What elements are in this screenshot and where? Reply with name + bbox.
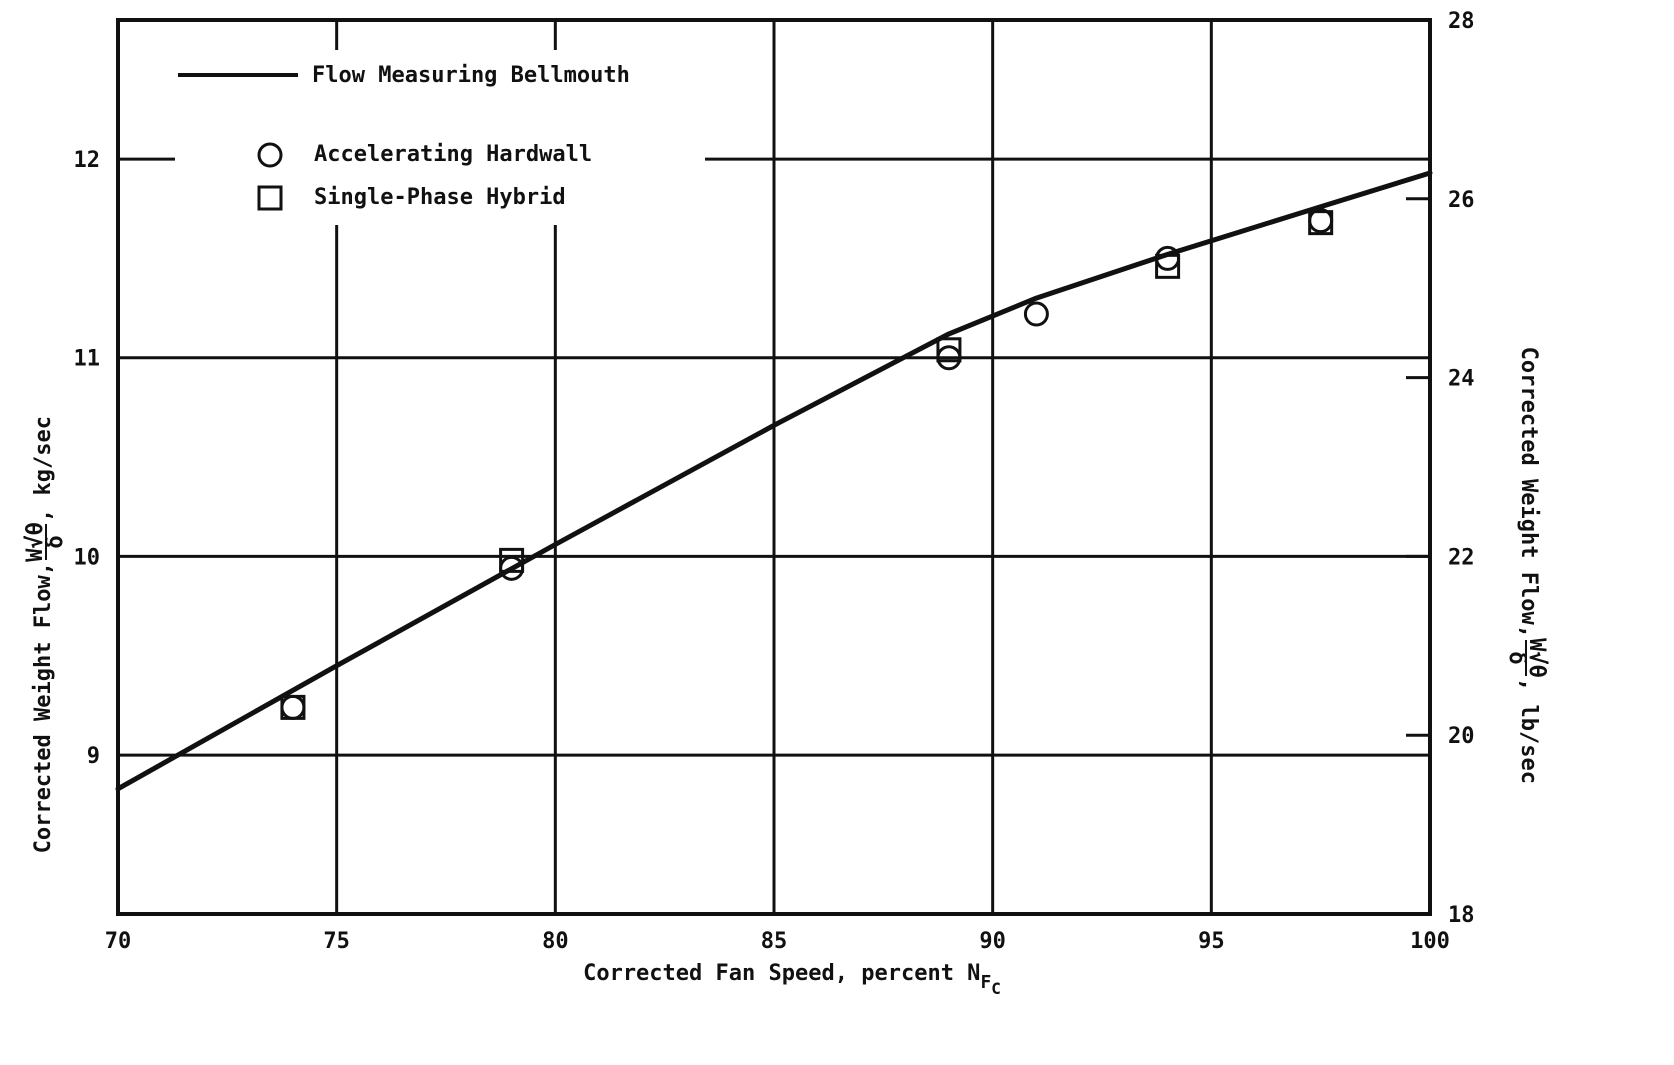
y-right-tick-label: 26 xyxy=(1448,188,1475,213)
hybrid-point xyxy=(936,337,962,363)
legend: Flow Measuring Bellmouth Accelerating Ha… xyxy=(175,50,705,225)
right-y-axis-fraction-num: W√θ xyxy=(1524,638,1549,678)
left-y-axis-fraction-num: W√θ xyxy=(23,522,48,562)
hybrid-point xyxy=(499,547,525,573)
right-y-axis-title-suffix: , lb/sec xyxy=(1516,678,1541,784)
legend-label-hardwall: Accelerating Hardwall xyxy=(314,142,592,167)
x-tick-label: 90 xyxy=(979,929,1006,954)
x-axis-title-main: Corrected Fan Speed, percent N xyxy=(583,961,980,986)
hardwall-point xyxy=(1023,301,1049,327)
left-y-axis-fraction-den: δ xyxy=(43,535,68,548)
x-tick-label: 80 xyxy=(542,929,569,954)
left-y-axis-title-prefix: Corrected Weight Flow, xyxy=(31,562,56,853)
x-tick-label: 70 xyxy=(105,929,132,954)
series-layer xyxy=(115,170,1433,792)
bellmouth-line xyxy=(115,170,1433,792)
right-y-axis-title-prefix: Corrected Weight Flow, xyxy=(1516,347,1541,638)
y-left-tick-label: 9 xyxy=(87,744,100,769)
x-tick-label: 75 xyxy=(323,929,350,954)
series-1 xyxy=(280,208,1334,720)
y-right-tick-label: 20 xyxy=(1448,724,1475,749)
hybrid-point xyxy=(1155,253,1181,279)
y-right-tick-label: 24 xyxy=(1448,367,1475,392)
y-right-tick-label: 18 xyxy=(1448,903,1475,928)
right-y-axis-fraction-den: δ xyxy=(1504,651,1529,664)
y-left-tick-label: 12 xyxy=(74,148,101,173)
series-2 xyxy=(280,210,1334,720)
left-y-axis-title-suffix: , kg/sec xyxy=(31,416,56,522)
y-left-tick-label: 10 xyxy=(74,545,101,570)
y-right-tick-label: 28 xyxy=(1448,9,1475,34)
tick-label-layer: 70 75 80 85 90 95 100 9 10 11 12 18 20 22 24 26 28 xyxy=(74,9,1475,954)
x-axis-title-sub-f: F xyxy=(980,972,991,993)
legend-square-swatch xyxy=(257,185,283,211)
legend-background xyxy=(175,50,705,225)
x-tick-label: 95 xyxy=(1198,929,1225,954)
series-0 xyxy=(115,170,1433,792)
legend-circle-swatch xyxy=(257,142,283,168)
x-axis-title: Corrected Fan Speed, percent NFC xyxy=(583,961,1001,998)
hybrid-point xyxy=(280,694,306,720)
y-left-tick-label: 11 xyxy=(74,347,101,372)
hardwall-point xyxy=(280,694,306,720)
x-tick-label: 85 xyxy=(761,929,788,954)
right-y-axis-title: Corrected Weight Flow, W√θ δ , lb/sec xyxy=(1504,347,1549,784)
legend-label-hybrid: Single-Phase Hybrid xyxy=(314,185,566,210)
legend-label-bellmouth: Flow Measuring Bellmouth xyxy=(312,63,630,88)
x-tick-label: 100 xyxy=(1410,929,1450,954)
left-y-axis-title: Corrected Weight Flow, W√θ δ , kg/sec xyxy=(23,416,68,853)
x-axis-title-sub-c: C xyxy=(991,979,1001,998)
hybrid-point xyxy=(1308,210,1334,236)
plot-frame xyxy=(116,18,1432,916)
y-right-tick-label: 22 xyxy=(1448,545,1475,570)
